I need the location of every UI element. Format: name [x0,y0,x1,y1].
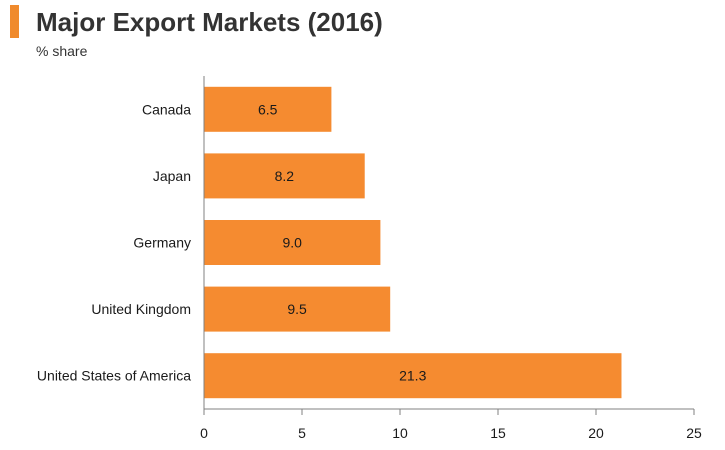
data-label: 21.3 [399,368,426,384]
x-tick-label: 15 [490,425,506,441]
bar-united-states-of-america [204,353,622,399]
bar-germany [204,220,381,265]
x-tick-label: 5 [298,425,306,441]
title-accent-bar [10,5,19,38]
chart-title: Major Export Markets (2016) [36,7,383,37]
bar-canada [204,86,332,132]
data-label: 9.0 [282,235,302,251]
data-label: 8.2 [275,168,295,184]
category-label: United States of America [37,368,191,384]
chart-subtitle: % share [36,43,88,59]
bar-japan [204,153,365,199]
bar-united-kingdom [204,286,391,332]
category-label: United Kingdom [91,301,191,317]
data-label: 6.5 [258,101,278,117]
x-tick-label: 25 [686,425,702,441]
x-tick-label: 10 [392,425,408,441]
category-label: Germany [133,235,191,251]
x-tick-label: 0 [200,425,208,441]
x-tick-label: 20 [588,425,604,441]
category-label: Japan [153,168,191,184]
category-label: Canada [142,101,191,117]
data-label: 9.5 [287,301,307,317]
